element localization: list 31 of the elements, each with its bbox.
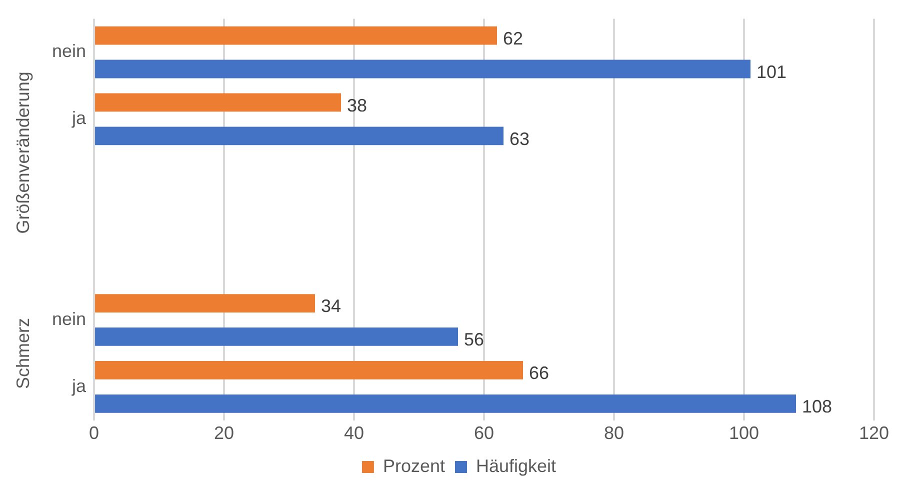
x-tick-label: 60 — [474, 423, 494, 444]
text: Schmerz — [12, 318, 33, 389]
x-tick-label: 20 — [214, 423, 234, 444]
data-label: 34 — [321, 296, 342, 316]
bar — [95, 360, 524, 380]
x-tick-label: 120 — [858, 423, 890, 444]
x-tick-label: 80 — [604, 423, 624, 444]
bar — [95, 294, 316, 312]
bar — [95, 60, 751, 78]
data-label: 38 — [347, 95, 368, 116]
legend-label: Häufigkeit — [476, 456, 556, 476]
y-tick-label: ja — [71, 376, 88, 396]
bar — [95, 328, 458, 346]
bar — [95, 126, 504, 146]
data-label: 108 — [802, 396, 832, 417]
x-tick-label: 100 — [728, 423, 760, 444]
data-label: 63 — [510, 128, 530, 149]
data-label: 56 — [464, 330, 484, 350]
data-label: 62 — [503, 28, 524, 48]
data-label: 101 — [756, 62, 787, 82]
x-tick-label: 40 — [344, 423, 364, 444]
y-tick-label: nein — [52, 41, 86, 62]
bar — [95, 93, 342, 112]
x-tick-label: 0 — [89, 423, 100, 444]
bar — [95, 394, 796, 413]
data-label: 66 — [529, 363, 550, 384]
text: Größenveränderung — [12, 72, 33, 234]
y-tick-label: ja — [71, 108, 88, 128]
bar — [95, 26, 498, 45]
legend-label: Prozent — [382, 456, 446, 476]
y-tick-label: nein — [52, 308, 86, 329]
